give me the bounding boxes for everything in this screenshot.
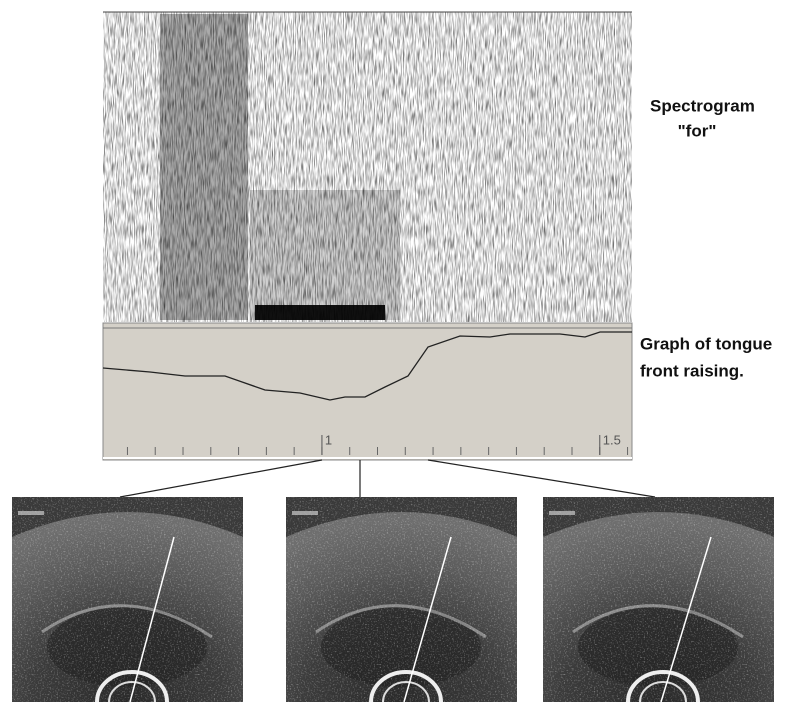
overlay-text — [292, 511, 318, 515]
connectors — [120, 460, 655, 497]
overlay-text — [18, 511, 44, 515]
x-tick-label: 1 — [325, 432, 332, 447]
x-tick-label: 1.5 — [603, 432, 621, 447]
ultrasound-images — [12, 497, 774, 702]
graph-caption: Graph of tongue — [640, 334, 772, 353]
spectrogram-word: "for" — [678, 121, 717, 140]
spectrogram-title: Spectrogram — [650, 96, 755, 115]
figure: Spectrogram "for" 11.5 Graph of tongue f… — [0, 0, 809, 702]
spectrogram — [103, 12, 632, 322]
graph-caption: front raising. — [640, 361, 744, 380]
overlay-text — [549, 511, 575, 515]
